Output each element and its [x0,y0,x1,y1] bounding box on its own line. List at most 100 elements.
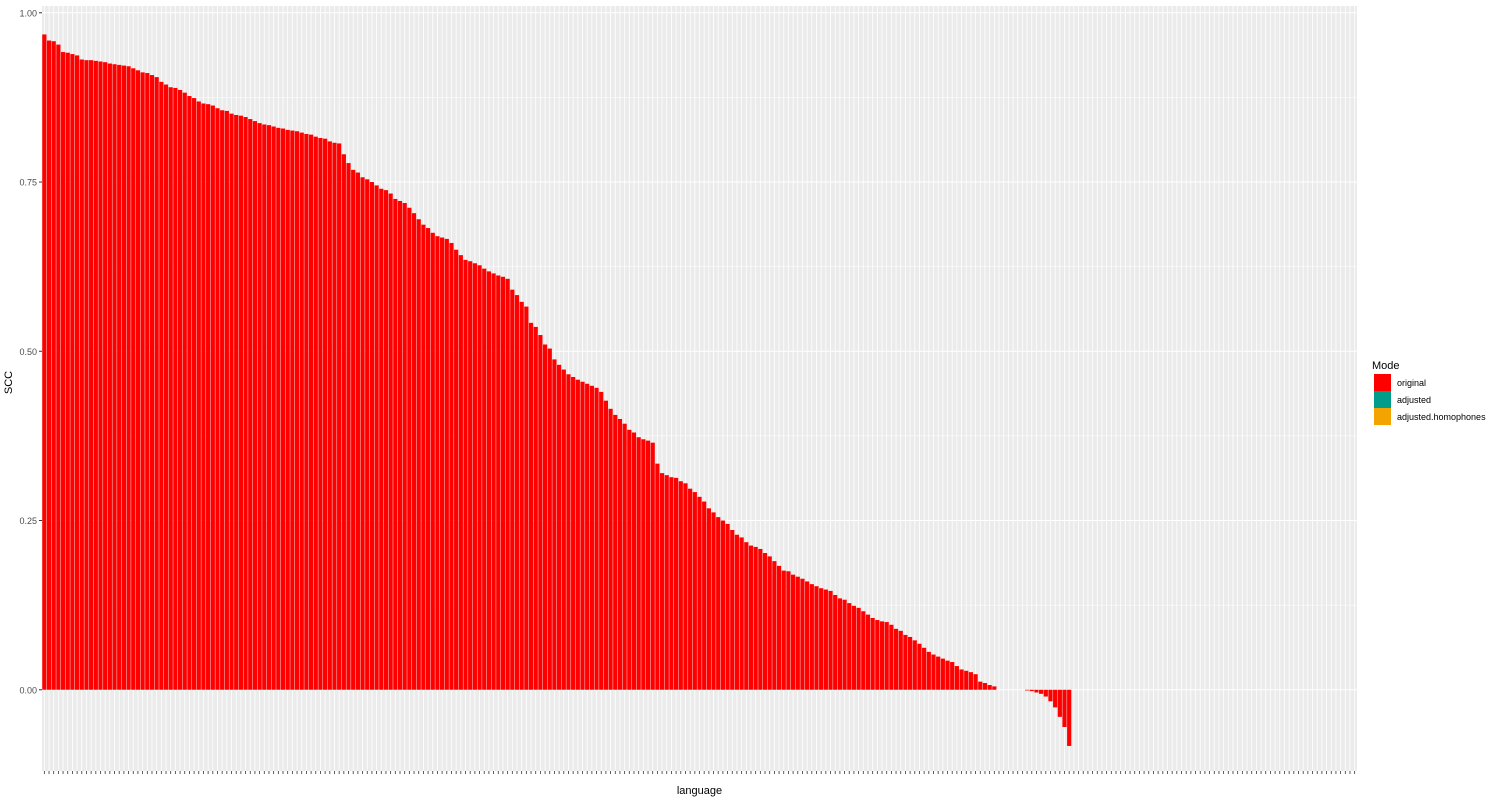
y-tick-label: 0.25 [19,516,37,526]
bar [257,123,262,690]
bar [702,501,707,690]
bar [60,52,66,690]
bar [154,77,159,690]
bar [655,463,660,690]
bar [449,242,454,690]
bar [533,326,538,690]
bar [922,647,927,690]
bar [992,686,997,690]
legend-item-adjusted: adjusted [1374,391,1431,408]
bar [697,496,702,690]
bar [163,84,169,690]
bar [234,114,239,690]
bar [505,278,510,690]
bar [1034,689,1039,693]
bar [613,414,618,690]
bar [215,108,220,690]
bar [716,517,721,690]
bar [1062,689,1067,727]
bar [397,200,403,690]
bar [243,117,248,690]
bar [786,571,791,690]
legend-key-adjusted-homophones [1374,408,1391,425]
bar [599,391,604,690]
bar [308,134,314,690]
bar [1039,689,1044,694]
bar [781,570,786,690]
bar [940,658,945,690]
bar [973,674,978,690]
bar [856,607,861,690]
bar [248,119,253,690]
bar [1024,689,1030,691]
bar [987,685,992,690]
bar [327,141,332,690]
bar [121,65,127,690]
bar [196,101,201,690]
bar [379,188,384,690]
bar [837,598,842,690]
bar [739,537,744,690]
bar [421,224,426,690]
bar [645,440,651,690]
legend: Mode original adjusted adjusted.homophon… [1372,360,1486,425]
y-axis-label: SCC [3,371,15,394]
bar [430,232,435,690]
bar [790,574,796,690]
bar [772,561,777,690]
bar [631,432,637,690]
legend-label-original: original [1397,378,1426,388]
bar [149,75,155,690]
bar [1067,689,1072,746]
bar [926,651,931,690]
bar [622,423,627,690]
bar [271,126,276,690]
bar [814,586,819,690]
bar [365,179,370,690]
bar [688,488,693,690]
bar [575,379,580,690]
bar [93,60,98,690]
bar [304,133,309,690]
bar [683,483,688,690]
bar [220,110,225,690]
bar [762,553,768,690]
bar [744,542,749,690]
bar [561,369,566,690]
bar [444,238,449,690]
bar [706,508,711,690]
y-tick-label: 1.00 [19,8,37,18]
bar [486,271,492,690]
bar [847,603,852,690]
y-tick-label: 0.75 [19,178,37,188]
bar [936,656,941,690]
bar [425,228,431,690]
bar [524,306,529,690]
bar [468,261,473,690]
bar [594,387,599,690]
bar [46,40,52,690]
bar [917,643,922,690]
bar [964,670,969,690]
bar [1053,689,1058,708]
bar [978,681,983,690]
bar [865,614,871,690]
bar [416,219,421,690]
bar [664,475,669,690]
bar [177,89,183,690]
bar [669,477,674,690]
bar [496,275,501,690]
bar [266,125,272,690]
bar [767,556,772,690]
bar [318,138,323,690]
bar [510,289,515,690]
bar [276,127,281,690]
bar [907,636,913,690]
bar [608,408,613,690]
bar [280,128,286,690]
bar [159,81,164,690]
bar [580,381,585,690]
y-axis: 0.00 0.25 0.50 0.75 1.00 [19,8,42,695]
bar [89,60,94,690]
